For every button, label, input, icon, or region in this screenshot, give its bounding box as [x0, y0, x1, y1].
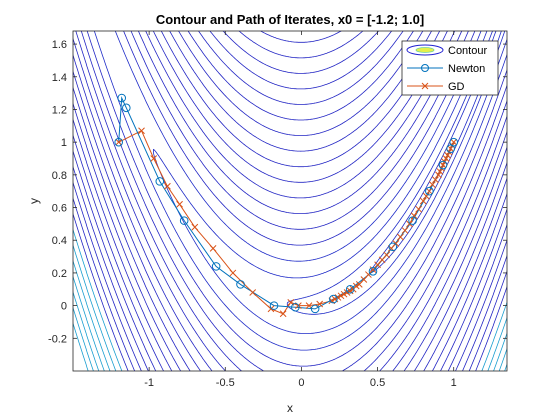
contour-lines — [73, 31, 507, 371]
newton-point — [388, 242, 398, 252]
newton-point — [291, 302, 300, 312]
x-axis-ticks: -1 -0.5 0 0.5 1 — [144, 31, 457, 389]
legend-label-gd: GD — [448, 81, 465, 93]
newton-point — [117, 93, 127, 103]
contour-line — [73, 31, 507, 371]
gd-point — [419, 197, 427, 205]
legend-entry-contour: Contour — [406, 44, 487, 57]
contour-line — [93, 31, 507, 351]
legend-entry-newton: Newton — [407, 63, 485, 75]
x-tick-label: 1 — [451, 377, 457, 389]
gd-point — [425, 187, 433, 195]
y-tick-label: 1.2 — [52, 104, 67, 116]
gd-point — [429, 181, 436, 189]
contour-line — [86, 31, 507, 367]
gd-point — [249, 289, 257, 296]
contour-line — [370, 31, 502, 274]
x-tick-label: 0.5 — [370, 377, 385, 389]
plot-frame — [72, 30, 508, 372]
gd-point — [410, 212, 418, 220]
newton-point — [236, 280, 245, 289]
newton-point — [425, 186, 434, 196]
gd-point — [415, 205, 423, 213]
gd-point — [422, 192, 430, 200]
contour-line — [73, 31, 507, 371]
gd-point — [450, 138, 458, 146]
gd-point — [383, 251, 391, 259]
x-tick-label: 0 — [298, 377, 304, 389]
y-tick-label: -0.2 — [48, 333, 67, 345]
contour-line — [73, 31, 507, 371]
contour-line — [73, 31, 507, 371]
y-tick-label: 1.4 — [52, 72, 67, 84]
gd-point — [267, 305, 275, 313]
newton-point — [179, 216, 189, 225]
gd-point — [392, 240, 400, 247]
newton-point — [368, 266, 378, 276]
y-axis-ticks: -0.2 0 0.2 0.4 0.6 0.8 1 1.2 1.4 1.6 — [48, 39, 507, 345]
contour-line — [73, 31, 507, 371]
gd-point — [447, 145, 455, 153]
gd-point — [176, 200, 183, 208]
x-tick-label: -1 — [144, 377, 154, 389]
gd-point — [164, 182, 171, 190]
x-axis-label: x — [287, 401, 293, 415]
newton-point — [345, 284, 355, 294]
gd-swatch-marker-icon — [421, 82, 429, 90]
y-tick-label: 0 — [61, 301, 67, 313]
gd-point — [115, 138, 123, 146]
legend-entry-gd: GD — [407, 81, 465, 93]
newton-point — [310, 304, 320, 314]
newton-point — [121, 103, 131, 113]
contour-line — [286, 31, 506, 315]
gd-point — [439, 161, 447, 169]
newton-point — [438, 160, 448, 170]
newton-point — [114, 137, 123, 147]
contour-swatch-icon — [406, 44, 444, 56]
contour-swatch-inner-icon — [415, 47, 435, 53]
contour-line — [73, 31, 507, 371]
contour-line — [153, 31, 507, 334]
gd-point — [191, 223, 199, 231]
y-tick-label: 0.6 — [52, 203, 67, 215]
y-tick-label: 1 — [61, 137, 67, 149]
legend-label-contour: Contour — [448, 45, 487, 57]
newton-swatch-marker-icon — [421, 64, 429, 72]
gd-point — [397, 233, 404, 241]
y-tick-label: 0.4 — [52, 235, 67, 247]
gd-point — [209, 245, 217, 252]
gd-point — [406, 220, 413, 228]
chart-title: Contour and Path of Iterates, x0 = [-1.2… — [156, 12, 424, 27]
legend: Contour Newton GD — [401, 40, 499, 96]
gd-point — [138, 127, 145, 135]
newton-point — [449, 137, 459, 147]
newton-point — [408, 216, 417, 225]
contour-line — [73, 31, 507, 371]
contour-line — [73, 31, 507, 371]
contour-line — [75, 31, 507, 371]
y-axis-label: y — [27, 198, 41, 204]
newton-point — [211, 262, 221, 271]
legend-label-newton: Newton — [448, 63, 485, 75]
gd-point — [150, 155, 158, 162]
y-tick-label: 0.8 — [52, 170, 67, 182]
gd-point — [435, 171, 442, 179]
newton-point — [329, 294, 338, 304]
iterate-paths — [114, 93, 459, 318]
contour-line — [80, 31, 507, 371]
gd-point — [444, 151, 451, 159]
gd-point — [401, 227, 409, 234]
gd-point — [279, 310, 287, 318]
newton-point — [155, 177, 165, 186]
y-tick-label: 0.2 — [52, 268, 67, 280]
gd-point — [436, 168, 444, 175]
gd-point — [432, 176, 439, 184]
x-tick-label: -0.5 — [216, 377, 235, 389]
y-tick-label: 1.6 — [52, 39, 67, 51]
gd-point — [442, 155, 450, 162]
newton-point — [269, 301, 279, 310]
gd-point — [229, 269, 237, 277]
